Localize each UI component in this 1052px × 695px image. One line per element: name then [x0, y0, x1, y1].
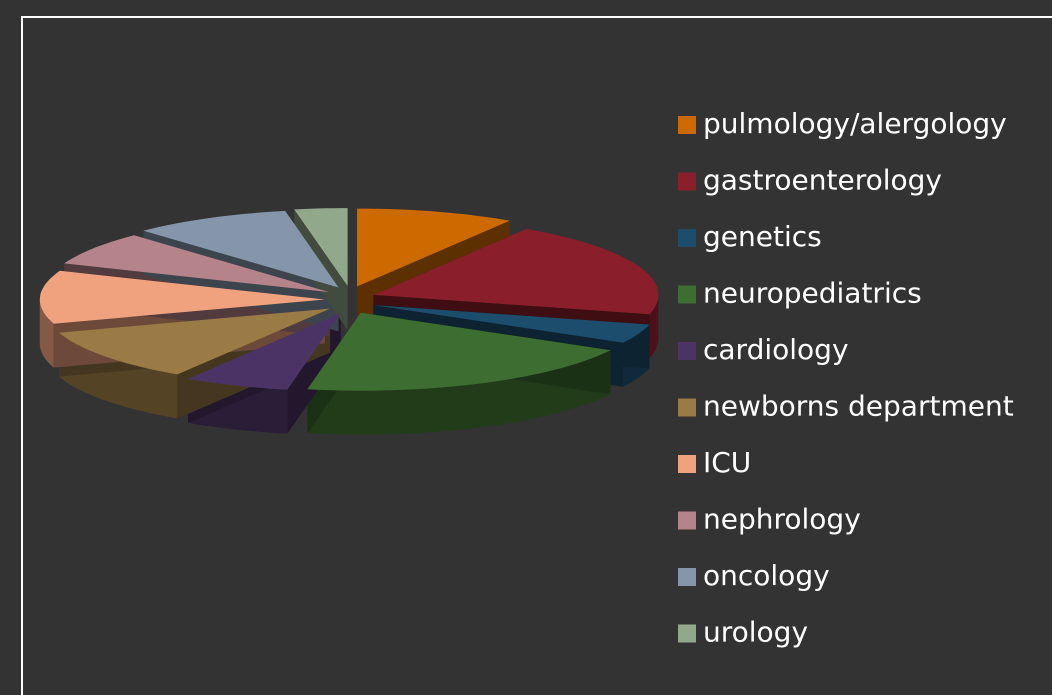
legend-label: nephrology — [703, 503, 861, 536]
legend-label: pulmology/alergology — [703, 107, 1007, 140]
legend-swatch — [678, 285, 696, 304]
slice — [307, 312, 611, 391]
slice — [373, 305, 650, 343]
legend-swatch — [678, 568, 696, 586]
slice — [373, 229, 659, 315]
legend-swatch — [678, 342, 696, 360]
frame — [21, 16, 1052, 695]
legend-swatch — [678, 229, 696, 247]
slice — [143, 210, 339, 288]
legend-swatch — [678, 624, 696, 643]
legend: pulmology/alergology gastroenterology gene… — [678, 107, 1014, 649]
legend-label: gastroenterology — [703, 164, 942, 197]
slice — [64, 235, 330, 293]
slice — [59, 308, 331, 375]
legend-swatch — [678, 398, 696, 417]
legend-swatch — [678, 511, 696, 530]
legend-swatch — [678, 455, 696, 473]
legend-label: urology — [703, 616, 808, 649]
legend-label: genetics — [703, 220, 822, 253]
pie — [39, 208, 659, 435]
slice-side — [39, 299, 54, 368]
legend-swatch — [678, 172, 696, 191]
legend-label: newborns department — [703, 390, 1014, 423]
slice — [188, 313, 341, 390]
slice — [294, 208, 348, 287]
legend-label: ICU — [703, 446, 751, 479]
legend-label: neuropediatrics — [703, 277, 922, 310]
slice — [39, 270, 325, 324]
slice-side — [307, 350, 611, 435]
legend-swatch — [678, 116, 696, 134]
slice — [357, 208, 510, 287]
legend-label: oncology — [703, 559, 830, 592]
slice-side — [649, 294, 659, 359]
legend-label: cardiology — [703, 333, 849, 366]
